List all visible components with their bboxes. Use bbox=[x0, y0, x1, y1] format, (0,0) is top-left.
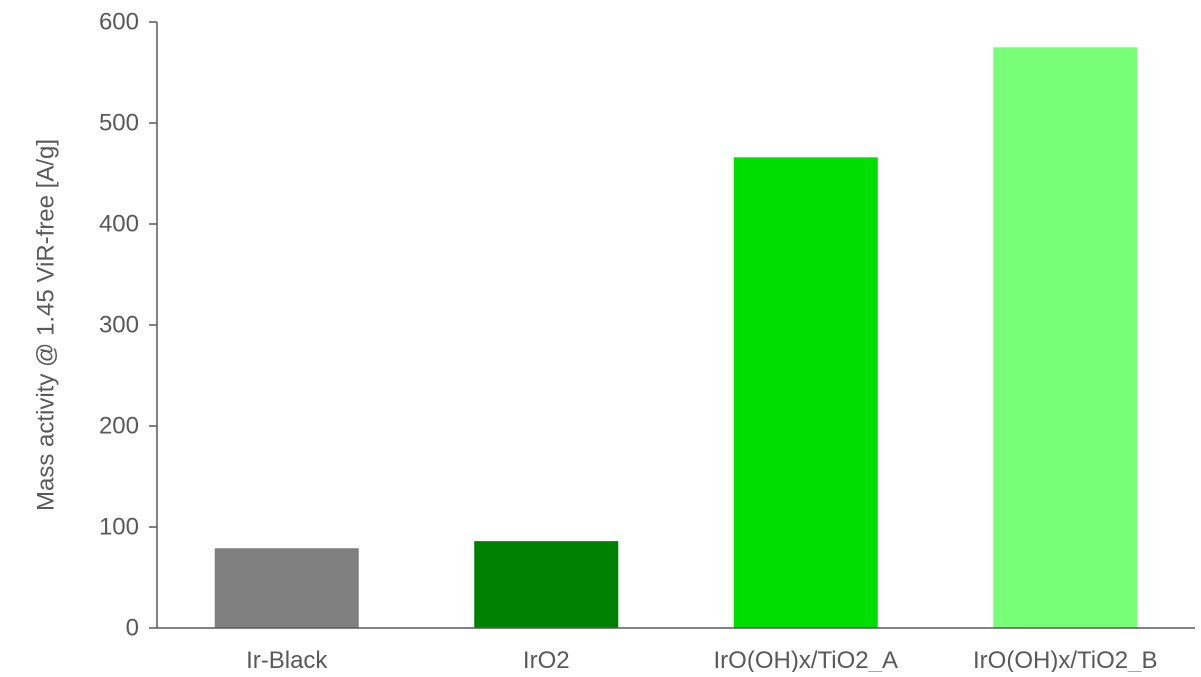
y-tick-label: 200 bbox=[99, 413, 139, 440]
x-category-label: IrO(OH)x/TiO2_A bbox=[714, 647, 898, 672]
x-category-labels: Ir-Black IrO2 IrO(OH)x/TiO2_A IrO(OH)x/TiO2… bbox=[246, 647, 1157, 674]
y-tick-labels: 0 100 200 300 400 500 600 bbox=[99, 9, 139, 642]
bar-iro-oh-x-tio2-b bbox=[993, 47, 1138, 628]
bar-iro2 bbox=[474, 541, 619, 628]
axes bbox=[149, 21, 1195, 629]
y-tick-label: 400 bbox=[99, 211, 139, 238]
x-category-label: Ir-Black bbox=[246, 647, 328, 672]
bar-iro-oh-x-tio2-a bbox=[733, 157, 878, 628]
y-tick-label: 100 bbox=[99, 514, 139, 541]
y-tick-label: 500 bbox=[99, 110, 139, 137]
x-category-label: IrO(OH)x/TiO2_B bbox=[973, 647, 1157, 672]
bars bbox=[214, 47, 1138, 628]
y-axis-label: Mass activity @ 1.45 ViR-free [A/g] bbox=[33, 139, 60, 511]
x-category-label: IrO2 bbox=[523, 647, 570, 672]
bar-ir-black bbox=[214, 548, 359, 628]
y-tick-label: 600 bbox=[99, 9, 139, 36]
y-tick-label: 300 bbox=[99, 312, 139, 339]
y-tick-label: 0 bbox=[126, 615, 139, 642]
